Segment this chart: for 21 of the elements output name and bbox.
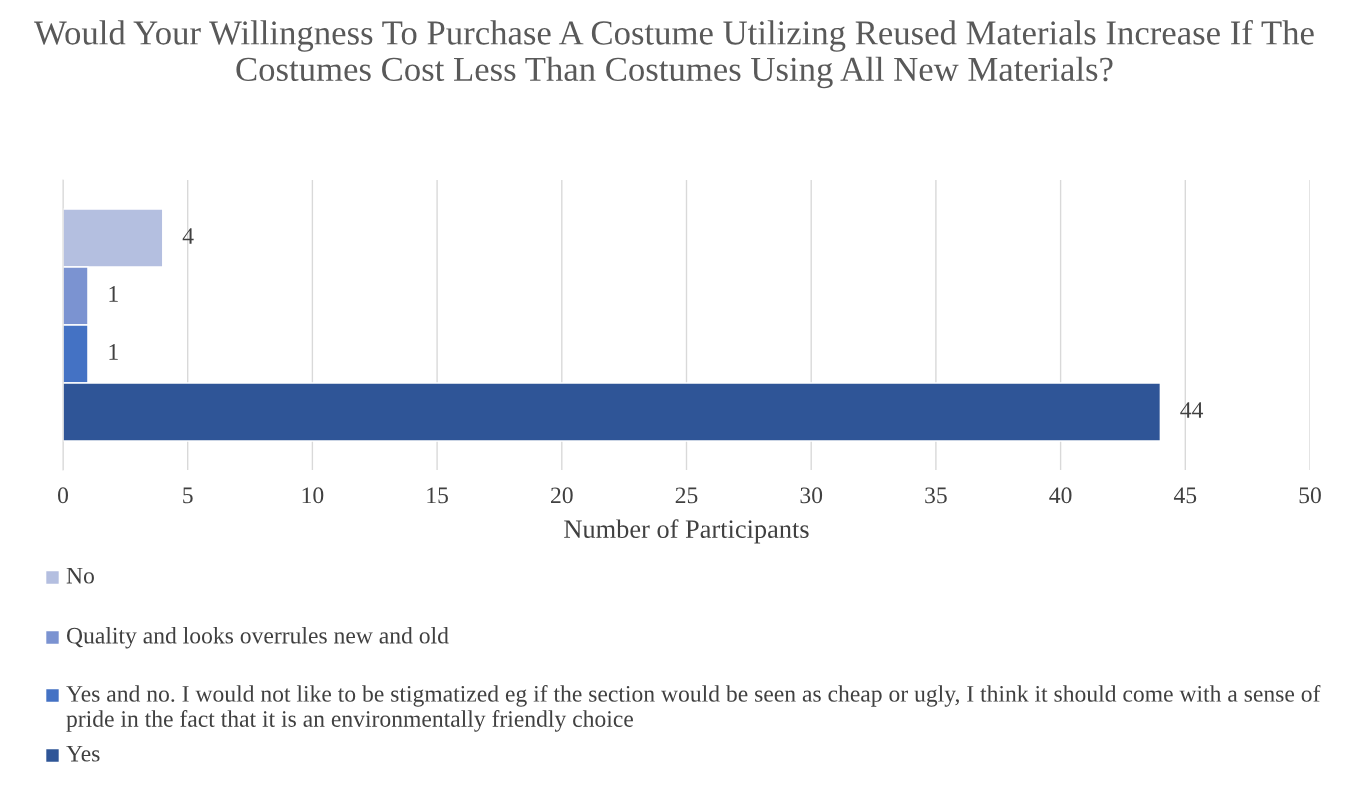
legend-label: No	[66, 567, 94, 584]
x-tick-label: 0	[58, 487, 68, 504]
x-axis-title: Number of Participants	[564, 519, 809, 544]
x-tick-label: 35	[925, 487, 947, 504]
legend-label: Yes and no. I would not like to be stigmatized eg if the section would be seen as cheap or ugly, I think it should come with a sense of pride in the fact that it is an environmentally friendly choice	[66, 685, 1321, 732]
x-tick-label: 5	[183, 487, 193, 504]
x-tick-label: 20	[551, 487, 573, 504]
data-label: 44	[1180, 402, 1204, 418]
x-tick-label: 15	[427, 487, 448, 504]
x-tick-label: 40	[1049, 487, 1072, 504]
legend-label: Quality and looks overrules new and old	[66, 627, 449, 649]
x-tick-label: 50	[1299, 487, 1321, 504]
data-label: 1	[109, 344, 118, 360]
x-tick-label: 30	[800, 487, 823, 504]
x-tick-label: 25	[675, 487, 698, 504]
data-label: 1	[109, 286, 118, 302]
data-label: 4	[182, 228, 194, 244]
chart-title: Would Your Willingness To Purchase A Costume Utilizing Reused Materials Increase If The Costumes Cost Less Than Costumes Using All New Materials?	[34, 19, 1314, 89]
x-tick-label: 45	[1173, 487, 1197, 504]
legend-label: Yes	[66, 745, 100, 762]
x-tick-label: 10	[302, 487, 324, 504]
